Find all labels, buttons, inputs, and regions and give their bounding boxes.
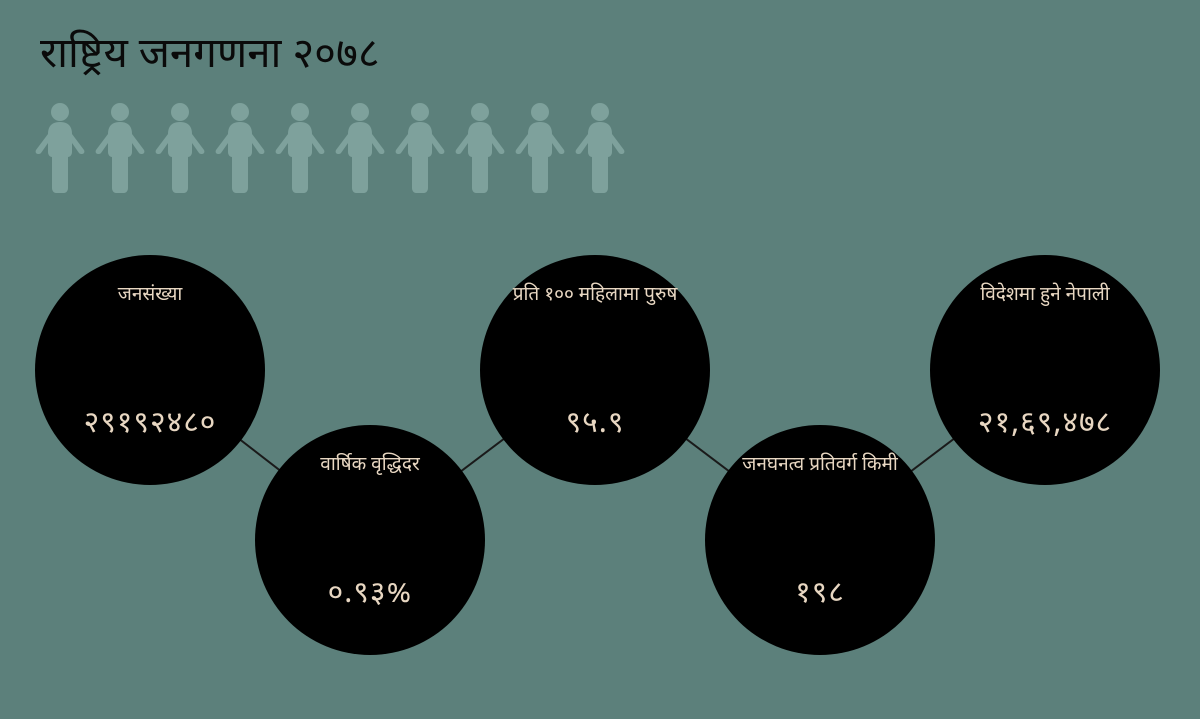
stat-circle-abroad: विदेशमा हुने नेपाली २१,६९,४७८ — [930, 255, 1160, 485]
stat-label: प्रति १०० महिलामा पुरुष — [513, 283, 678, 309]
stat-label: जनघनत्व प्रतिवर्ग किमी — [742, 453, 898, 479]
stat-label: जनसंख्या — [118, 283, 183, 309]
stat-value: ९५.९ — [566, 406, 625, 445]
stat-label: वार्षिक वृद्धिदर — [320, 453, 419, 479]
stat-label: विदेशमा हुने नेपाली — [980, 283, 1109, 309]
stat-circle-density: जनघनत्व प्रतिवर्ग किमी १९८ — [705, 425, 935, 655]
stat-value: ०.९३% — [328, 576, 413, 615]
stat-circle-sex_ratio: प्रति १०० महिलामा पुरुष ९५.९ — [480, 255, 710, 485]
stat-value: २१,६९,४७८ — [978, 406, 1112, 445]
stat-value: २९१९२४८० — [84, 406, 217, 445]
stat-circle-population: जनसंख्या २९१९२४८० — [35, 255, 265, 485]
stat-circle-growth: वार्षिक वृद्धिदर ०.९३% — [255, 425, 485, 655]
stat-value: १९८ — [795, 576, 845, 615]
